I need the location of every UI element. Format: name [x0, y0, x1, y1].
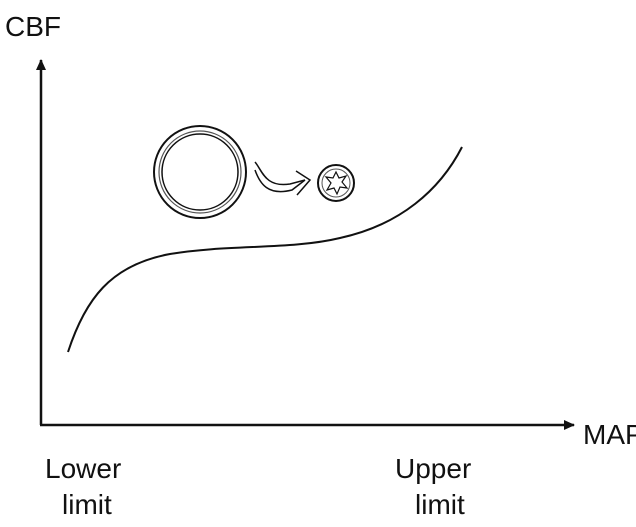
upper-limit-label: limit — [415, 489, 465, 520]
autoregulation-curve — [68, 147, 462, 352]
lower-limit-label: limit — [62, 489, 112, 520]
upper-limit-label: Upper — [395, 453, 471, 484]
y-axis-label: CBF — [5, 11, 61, 42]
diagram: CBF MAP Lower limit Upper limit — [0, 0, 636, 527]
constricted-vessel — [318, 165, 354, 201]
lower-limit-label: Lower — [45, 453, 121, 484]
dilated-vessel — [154, 126, 246, 218]
constriction-arrow — [255, 162, 310, 195]
x-axis-label: MAP — [583, 419, 636, 450]
